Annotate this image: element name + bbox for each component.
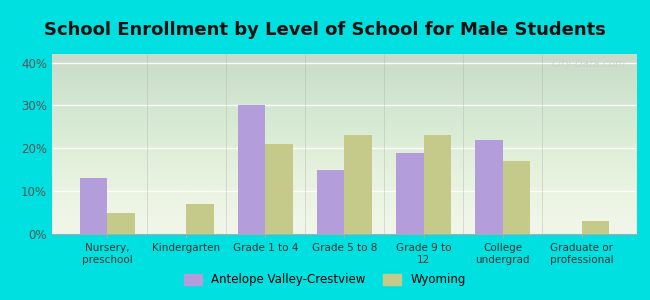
Text: School Enrollment by Level of School for Male Students: School Enrollment by Level of School for… xyxy=(44,21,606,39)
Text: City-Data.com: City-Data.com xyxy=(551,59,625,69)
Bar xyxy=(344,135,372,234)
Bar xyxy=(502,161,530,234)
Bar xyxy=(107,213,135,234)
Legend: Antelope Valley-Crestview, Wyoming: Antelope Valley-Crestview, Wyoming xyxy=(179,269,471,291)
Bar xyxy=(396,153,424,234)
Bar xyxy=(187,204,214,234)
Bar xyxy=(80,178,107,234)
Bar xyxy=(582,221,609,234)
Bar xyxy=(424,135,451,234)
Bar xyxy=(238,105,265,234)
Bar xyxy=(265,144,293,234)
Bar xyxy=(317,170,345,234)
Bar xyxy=(475,140,502,234)
